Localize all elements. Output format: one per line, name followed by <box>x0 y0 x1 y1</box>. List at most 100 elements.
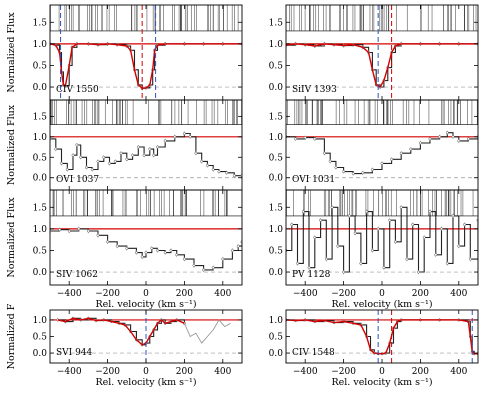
flux-point <box>148 147 152 151</box>
flux-point <box>188 135 192 139</box>
y-tick-label: 0.0 <box>33 83 48 93</box>
flux-point <box>319 218 323 222</box>
flux-point <box>330 205 334 209</box>
flux-point <box>217 170 221 174</box>
flux-point <box>163 251 167 255</box>
flux-point <box>142 153 146 157</box>
flux-point <box>60 161 63 165</box>
x-tick-label: 200 <box>412 367 429 377</box>
y-tick-label: 0.0 <box>269 268 284 278</box>
y-axis-label: Normalized Flux <box>6 12 17 93</box>
y-tick-label: 0.5 <box>33 333 48 343</box>
y-tick-label: 1.5 <box>269 112 284 122</box>
flux-point <box>232 174 236 178</box>
flux-point <box>192 264 196 268</box>
flux-point <box>359 261 363 265</box>
flux-point <box>376 227 380 231</box>
flux-point <box>301 210 305 214</box>
flux-point <box>290 223 294 226</box>
flux-point <box>370 168 374 171</box>
model-fit-curve <box>50 43 242 90</box>
flux-point <box>468 257 472 261</box>
x-tick-label: −400 <box>293 367 318 377</box>
flux-point <box>106 240 110 244</box>
y-tick-label: 1.0 <box>269 225 284 235</box>
flux-point <box>393 240 397 244</box>
flux-point <box>156 249 159 252</box>
flux-point <box>71 153 75 157</box>
flux-point <box>334 166 338 169</box>
flux-point <box>211 168 215 171</box>
ion-label: CIV 1550 <box>56 85 99 95</box>
flux-point <box>169 249 173 252</box>
x-axis-label: Rel. velocity (km s⁻¹) <box>95 377 196 388</box>
x-axis-label: Rel. velocity (km s⁻¹) <box>331 299 432 310</box>
x-tick-label: −400 <box>57 367 82 377</box>
flux-point <box>96 233 100 237</box>
flux-point <box>399 205 403 209</box>
flux-point <box>445 131 449 135</box>
y-tick-label: 1.0 <box>33 40 48 50</box>
flux-point <box>328 159 332 163</box>
flux-point <box>136 145 140 149</box>
flux-point <box>236 244 240 248</box>
flux-point <box>411 223 415 226</box>
y-tick-label: 0.0 <box>269 174 284 184</box>
flux-point <box>399 151 403 155</box>
flux-point <box>119 151 123 155</box>
y-tick-label: 1.5 <box>33 203 48 213</box>
x-tick-label: −400 <box>293 289 318 299</box>
panel-f: 0.0 0.5 1.0 1.5 PV 1128 −400 −200 0 200 400 Rel. v… <box>269 189 479 310</box>
x-tick-label: −200 <box>95 289 120 299</box>
flux-point <box>79 155 83 159</box>
flux-point <box>77 227 81 231</box>
flux-point <box>65 168 69 171</box>
flux-point <box>58 228 62 232</box>
flux-point <box>113 159 117 163</box>
flux-point <box>67 229 71 233</box>
flux-point <box>428 137 432 141</box>
x-tick-label: 200 <box>176 289 193 299</box>
flux-line <box>286 43 478 88</box>
flux-point <box>182 132 186 135</box>
y-axis-label: Normalized F <box>6 303 17 369</box>
panel-e: 0.0 0.5 1.0 1.5 SIV 1062 Normalized Flux −400 −… <box>6 189 243 310</box>
y-tick-label: 0.5 <box>269 153 284 163</box>
x-tick-label: 0 <box>143 289 149 299</box>
x-tick-label: 200 <box>412 289 429 299</box>
y-axis-label: Normalized Flux <box>6 104 17 185</box>
flux-point <box>175 253 179 257</box>
panel-b: 0.0 0.5 1.0 1.5 SiIV 1393 <box>269 4 479 101</box>
ion-label: SIV 1062 <box>56 270 98 280</box>
flux-point <box>108 161 111 165</box>
flux-point <box>440 227 443 231</box>
y-tick-label: 1.5 <box>269 203 284 213</box>
flux-line <box>286 206 478 273</box>
flux-point <box>90 168 94 171</box>
flux-point <box>451 214 455 218</box>
y-tick-label: 0.0 <box>33 349 48 359</box>
flux-point <box>225 171 229 175</box>
y-tick-label: 1.0 <box>269 133 284 143</box>
flux-point <box>457 139 461 143</box>
flux-point <box>445 261 449 265</box>
flux-point <box>200 159 204 163</box>
y-tick-label: 1.0 <box>33 133 48 143</box>
ion-label: SVI 944 <box>56 348 93 358</box>
panel-d: 0.0 0.5 1.0 1.5 OVI 1031 <box>269 99 479 191</box>
y-tick-label: 1.0 <box>269 40 284 50</box>
flux-point <box>102 155 106 159</box>
flux-point <box>294 137 298 141</box>
flux-point <box>173 135 177 139</box>
flux-point <box>144 251 148 255</box>
y-tick-label: 1.5 <box>33 112 48 122</box>
flux-point <box>417 270 420 274</box>
y-tick-label: 0.5 <box>33 153 48 163</box>
flux-point <box>353 231 357 235</box>
flux-point <box>351 172 355 176</box>
flux-point <box>457 244 461 248</box>
y-tick-label: 0.0 <box>33 174 48 184</box>
flux-point <box>152 153 156 157</box>
flux-point <box>75 143 79 147</box>
